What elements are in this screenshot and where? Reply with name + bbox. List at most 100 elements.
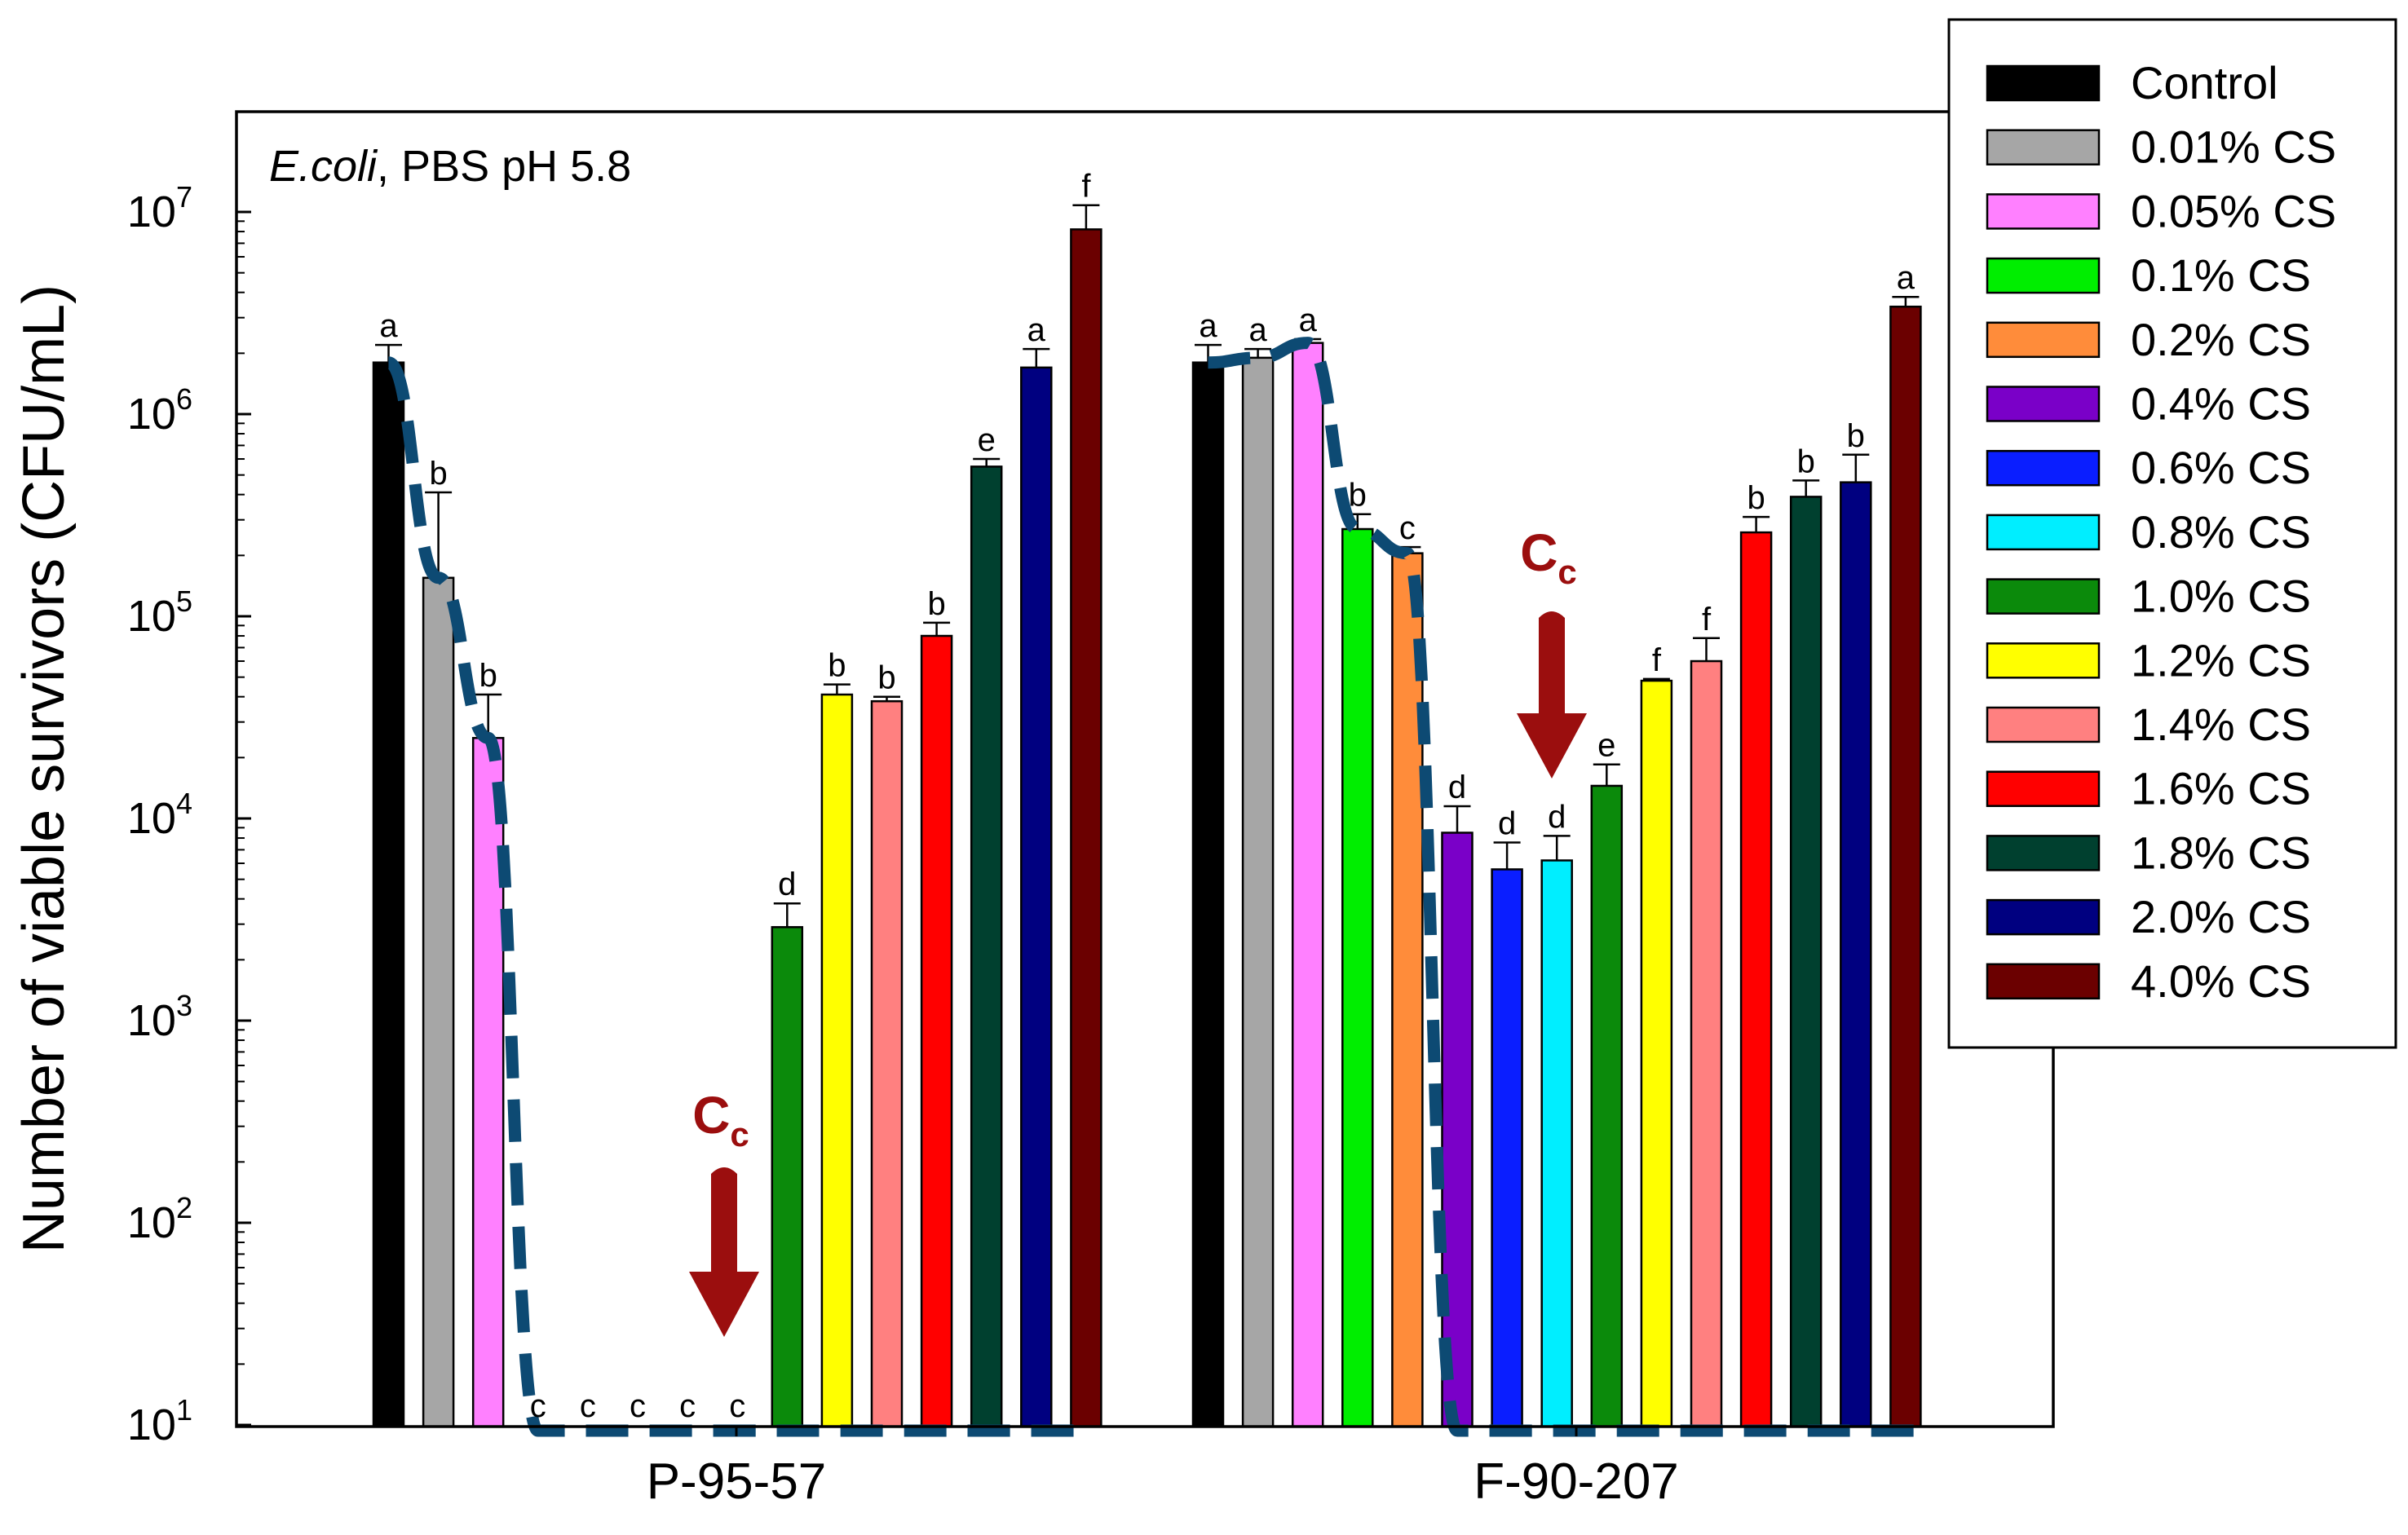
sig-label-f-90-207-0-8-cs: d xyxy=(1548,799,1566,835)
bar-f-90-207-1-2-cs xyxy=(1640,679,1673,1428)
sig-label-f-90-207-0-1-cs: b xyxy=(1349,478,1367,514)
cc-marker-p-95-57: Cc xyxy=(689,1086,759,1337)
sig-label-p-95-57-0-6-cs: c xyxy=(679,1388,696,1424)
bar-f-90-207-1-8-cs xyxy=(1789,496,1823,1428)
annotation-condition: , PBS pH 5.8 xyxy=(377,142,631,191)
bar-f-90-207-0-8-cs xyxy=(1540,859,1573,1428)
sig-label-f-90-207-4-0-cs: a xyxy=(1897,260,1915,296)
bar-f-90-207-0-4-cs xyxy=(1441,831,1474,1428)
bar-p-95-57-2-0-cs xyxy=(1020,366,1053,1428)
cc-label-sub: c xyxy=(1557,553,1576,591)
legend-label-1-0-cs: 1.0% CS xyxy=(2131,571,2311,622)
error-bar-p-95-57-4-0-cs xyxy=(1072,204,1100,230)
cc-arrow-icon xyxy=(1517,611,1587,779)
sig-label-p-95-57-2-0-cs: a xyxy=(1027,312,1046,348)
bar-p-95-57-0-01-cs xyxy=(422,576,455,1428)
error-bar-f-90-207-0-6-cs xyxy=(1493,841,1521,870)
legend-label-0-1-cs: 0.1% CS xyxy=(2131,249,2311,301)
y-tick-base: 10 xyxy=(127,592,176,641)
sig-label-f-90-207-0-01-cs: a xyxy=(1248,312,1267,348)
y-tick-label: 107 xyxy=(127,180,192,236)
sig-label-f-90-207-0-05-cs: a xyxy=(1299,302,1318,338)
y-tick-label: 103 xyxy=(127,989,192,1045)
trend-line-p-95-57 xyxy=(386,356,1094,1437)
legend-label-1-4-cs: 1.4% CS xyxy=(2131,699,2311,750)
bar-f-90-207-1-6-cs xyxy=(1739,531,1773,1428)
sig-label-f-90-207-1-8-cs: b xyxy=(1797,443,1815,479)
error-bar-p-95-57-1-6-cs xyxy=(923,621,951,637)
error-bar-f-90-207-1-8-cs xyxy=(1792,479,1820,497)
sig-label-f-90-207-0-4-cs: d xyxy=(1448,770,1466,805)
sig-label-p-95-57-1-8-cs: e xyxy=(978,422,996,458)
sig-label-p-95-57-0-1-cs: c xyxy=(530,1388,546,1424)
legend-swatch-0-8-cs xyxy=(1986,514,2101,551)
legend-swatch-0-1-cs xyxy=(1986,257,2101,294)
bar-p-95-57-4-0-cs xyxy=(1070,228,1102,1428)
bars-layer xyxy=(372,204,1922,1428)
bar-f-90-207-0-01-cs xyxy=(1241,356,1275,1428)
legend-label-control: Control xyxy=(2131,57,2278,108)
legend-label-1-8-cs: 1.8% CS xyxy=(2131,827,2311,878)
sig-label-p-95-57-1-2-cs: b xyxy=(828,648,846,684)
cc-label: Cc xyxy=(692,1086,749,1153)
bar-f-90-207-1-4-cs xyxy=(1690,659,1723,1428)
bar-f-90-207-control xyxy=(1191,361,1225,1428)
sig-label-p-95-57-0-8-cs: c xyxy=(729,1388,745,1424)
bar-p-95-57-1-4-cs xyxy=(870,699,904,1428)
sig-label-f-90-207-0-2-cs: c xyxy=(1399,510,1416,546)
error-bar-p-95-57-1-2-cs xyxy=(823,683,851,695)
bar-p-95-57-control xyxy=(372,361,405,1428)
legend-label-0-2-cs: 0.2% CS xyxy=(2131,314,2311,365)
bar-p-95-57-1-8-cs xyxy=(970,465,1003,1428)
legend-label-2-0-cs: 2.0% CS xyxy=(2131,891,2311,942)
y-tick-exponent: 6 xyxy=(176,382,192,416)
sig-label-f-90-207-2-0-cs: b xyxy=(1847,418,1865,454)
legend-swatch-1-8-cs xyxy=(1986,835,2101,871)
legend-swatch-0-4-cs xyxy=(1986,386,2101,422)
error-bar-p-95-57-1-8-cs xyxy=(973,457,1001,467)
legend-label-0-6-cs: 0.6% CS xyxy=(2131,442,2311,493)
y-tick-label: 104 xyxy=(127,787,192,843)
trend-line-f-90-207 xyxy=(1208,337,1914,1437)
y-tick-exponent: 5 xyxy=(176,584,192,618)
legend-swatch-2-0-cs xyxy=(1986,898,2101,936)
y-axis-label: Number of viable survivors (CFU/mL) xyxy=(11,285,77,1253)
error-bar-f-90-207-0-8-cs xyxy=(1543,835,1571,861)
error-bar-f-90-207-1-2-cs xyxy=(1642,677,1670,681)
legend-swatch-control xyxy=(1986,64,2101,102)
error-bar-f-90-207-4-0-cs xyxy=(1892,295,1920,307)
y-tick-exponent: 2 xyxy=(176,1191,192,1224)
error-bar-p-95-57-1-4-cs xyxy=(873,695,900,702)
cc-label-sub: c xyxy=(730,1115,749,1153)
bar-p-95-57-0-05-cs xyxy=(471,737,505,1428)
cc-arrow-icon xyxy=(689,1167,759,1337)
bar-f-90-207-0-6-cs xyxy=(1491,868,1523,1428)
bar-f-90-207-0-1-cs xyxy=(1341,527,1374,1428)
sig-label-f-90-207-1-0-cs: e xyxy=(1597,728,1615,764)
bar-p-95-57-1-6-cs xyxy=(920,634,953,1428)
y-tick-base: 10 xyxy=(127,187,176,236)
legend-swatch-4-0-cs xyxy=(1986,963,2101,1000)
y-tick-label: 105 xyxy=(127,584,192,641)
error-bar-f-90-207-1-4-cs xyxy=(1693,637,1720,662)
error-bar-p-95-57-0-01-cs xyxy=(425,491,453,578)
sig-label-f-90-207-control: a xyxy=(1199,308,1217,344)
y-tick-exponent: 1 xyxy=(176,1393,192,1427)
sig-label-p-95-57-0-05-cs: b xyxy=(479,658,497,694)
sig-label-f-90-207-1-6-cs: b xyxy=(1747,480,1765,516)
error-bar-p-95-57-1-0-cs xyxy=(773,902,801,928)
legend: Control 0.01% CS 0.05% CS 0.1% CS 0.2% CS 0.4… xyxy=(1947,18,2397,1049)
y-tick-exponent: 4 xyxy=(176,787,192,820)
legend-label-1-6-cs: 1.6% CS xyxy=(2131,763,2311,814)
bar-f-90-207-0-2-cs xyxy=(1391,552,1424,1428)
sig-label-p-95-57-0-4-cs: c xyxy=(630,1388,646,1424)
cc-label-main: C xyxy=(692,1086,730,1145)
bar-f-90-207-4-0-cs xyxy=(1889,305,1922,1428)
legend-label-4-0-cs: 4.0% CS xyxy=(2131,955,2311,1007)
y-tick-base: 10 xyxy=(127,1198,176,1247)
legend-swatch-0-2-cs xyxy=(1986,321,2101,359)
